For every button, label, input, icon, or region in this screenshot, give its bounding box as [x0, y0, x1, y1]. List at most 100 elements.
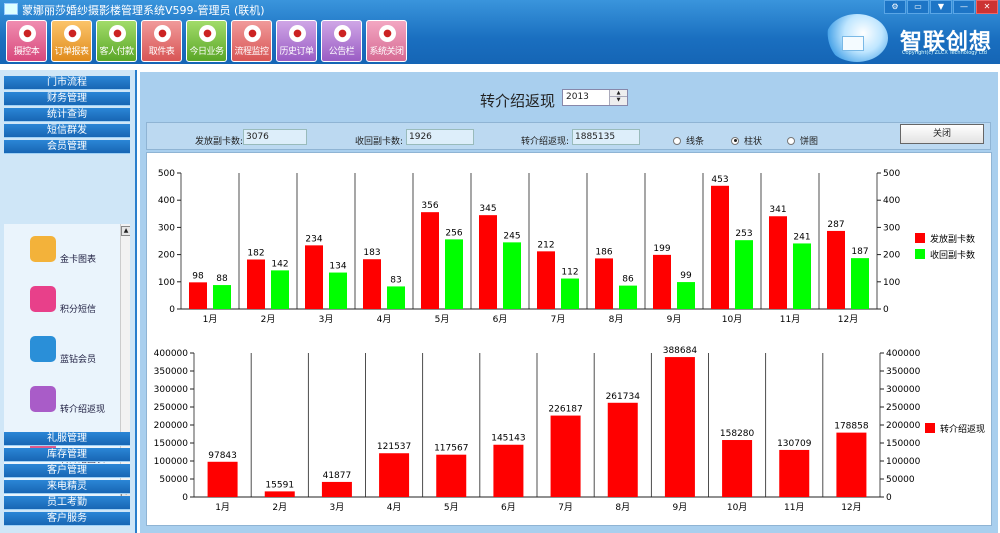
close-button[interactable]: 关闭	[900, 124, 984, 144]
bar	[329, 272, 347, 309]
toolbar-button-4[interactable]: ● 今日业务	[186, 20, 227, 62]
toolbar-button-6[interactable]: ● 历史订单	[276, 20, 317, 62]
x-tick-label: 8月	[615, 502, 630, 513]
chart-type-radio[interactable]: 线条	[673, 134, 704, 147]
x-tick-label: 5月	[435, 314, 450, 325]
sidebar-section[interactable]: 客户管理	[4, 464, 130, 478]
x-tick-label: 7月	[551, 314, 566, 325]
year-spin-buttons[interactable]: ▲ ▼	[609, 90, 627, 105]
bar-value-label: 117567	[434, 444, 468, 454]
bar-value-label: 341	[769, 205, 786, 215]
bar	[379, 453, 410, 497]
toolbar-button-label: 取件表	[148, 47, 175, 57]
chart-type-radio[interactable]: 柱状	[731, 134, 762, 147]
bar-value-label: 145143	[491, 434, 525, 444]
sidebar-entry[interactable]: 转介绍返现	[4, 386, 114, 430]
bar-value-label: 253	[735, 229, 752, 239]
x-tick-label: 3月	[330, 502, 345, 513]
bar	[321, 481, 352, 497]
spin-up-icon[interactable]: ▲	[610, 90, 627, 97]
x-tick-label: 10月	[727, 502, 747, 513]
x-tick-label: 11月	[780, 314, 800, 325]
y-tick-label-left: 400	[158, 196, 175, 206]
toolbar-button-label: 摄控本	[13, 47, 40, 57]
pickup-icon: ●	[154, 25, 171, 42]
legend-swatch	[915, 233, 925, 243]
bar-value-label: 99	[680, 271, 692, 281]
bar-value-label: 186	[595, 247, 612, 257]
logo-text: 智联创想	[900, 30, 993, 55]
sidebar-section[interactable]: 来电精灵	[4, 480, 130, 494]
sidebar-section[interactable]: 财务管理	[4, 92, 130, 106]
sidebar-entry[interactable]: 金卡图表	[4, 236, 114, 280]
toolbar-button-5[interactable]: ● 流程监控	[231, 20, 272, 62]
radio-label: 线条	[686, 137, 705, 147]
sidebar-section[interactable]: 统计查询	[4, 108, 130, 122]
sidebar-section[interactable]: 员工考勤	[4, 496, 130, 510]
y-tick-label-right: 400	[883, 196, 900, 206]
toolbar-button-1[interactable]: ● 订单报表	[51, 20, 92, 62]
today-business-icon: ●	[199, 25, 216, 42]
bar-value-label: 86	[622, 275, 634, 285]
sidebar-section[interactable]: 门市流程	[4, 76, 130, 90]
sidebar-entry-icon	[30, 386, 56, 412]
sidebar-section[interactable]: 库存管理	[4, 448, 130, 462]
y-tick-label-right: 100000	[886, 457, 921, 467]
bar-value-label: 256	[445, 228, 462, 238]
y-tick-label-right: 300000	[886, 385, 921, 395]
bar-value-label: 453	[711, 175, 728, 185]
legend-swatch	[915, 249, 925, 259]
settings-icon[interactable]: ⚙	[884, 0, 906, 14]
toolbar-button-8[interactable]: ● 系统关闭	[366, 20, 407, 62]
y-tick-label-left: 300000	[154, 385, 189, 395]
year-spinner[interactable]: 2013 ▲ ▼	[562, 89, 628, 106]
bar	[851, 258, 869, 309]
y-tick-label-right: 0	[886, 493, 892, 503]
x-tick-label: 8月	[609, 314, 624, 325]
issued-label: 发放副卡数:	[195, 137, 244, 147]
bar	[247, 259, 265, 309]
restore-icon[interactable]: ▭	[907, 0, 929, 14]
minimize-icon[interactable]: —	[953, 0, 975, 14]
toolbar-button-0[interactable]: ● 摄控本	[6, 20, 47, 62]
bar	[769, 216, 787, 309]
app-icon	[4, 3, 18, 15]
y-tick-label-right: 400000	[886, 349, 921, 359]
bar-value-label: 15591	[265, 480, 294, 490]
sidebar-section[interactable]: 礼服管理	[4, 432, 130, 446]
x-tick-label: 2月	[261, 314, 276, 325]
scroll-up-icon[interactable]: ▲	[121, 226, 130, 236]
bar	[619, 285, 637, 309]
chart-type-radio[interactable]: 饼图	[787, 134, 818, 147]
bar	[653, 254, 671, 309]
toolbar-button-2[interactable]: ● 客人付款	[96, 20, 137, 62]
sidebar-entry-icon	[30, 236, 56, 262]
stats-bar: 发放副卡数: 3076 收回副卡数: 1926 转介绍返现: 1885135 线…	[146, 122, 991, 150]
sidebar-section[interactable]: 短信群发	[4, 124, 130, 138]
cashback-value: 1885135	[572, 129, 640, 145]
toolbar-button-label: 今日业务	[189, 47, 224, 57]
bar	[595, 258, 613, 309]
company-logo: 智联创想 Copyright(c) ZLCX Technology Ltd	[826, 12, 996, 64]
spin-down-icon[interactable]: ▼	[616, 97, 621, 103]
camera-book-icon: ●	[19, 25, 36, 42]
sidebar-entry[interactable]: 蓝钻会员	[4, 336, 114, 380]
bar	[664, 357, 695, 497]
dropdown-icon[interactable]: ▼	[930, 0, 952, 14]
recovered-value: 1926	[406, 129, 474, 145]
sidebar-section[interactable]: 会员管理	[4, 140, 130, 154]
bar	[271, 270, 289, 309]
x-tick-label: 6月	[493, 314, 508, 325]
close-icon[interactable]: ✕	[976, 0, 998, 14]
sidebar-entry-label: 积分短信	[60, 305, 97, 315]
legend-label: 收回副卡数	[930, 249, 975, 261]
bar	[793, 243, 811, 309]
toolbar-button-3[interactable]: ● 取件表	[141, 20, 182, 62]
history-order-icon: ●	[289, 25, 306, 42]
sidebar-entry[interactable]: 积分短信	[4, 286, 114, 330]
sidebar-section[interactable]: 客户服务	[4, 512, 130, 526]
y-tick-label-left: 250000	[154, 403, 189, 413]
bar-value-label: 183	[363, 248, 380, 258]
toolbar-button-7[interactable]: ● 公告栏	[321, 20, 362, 62]
radio-label: 柱状	[744, 137, 763, 147]
